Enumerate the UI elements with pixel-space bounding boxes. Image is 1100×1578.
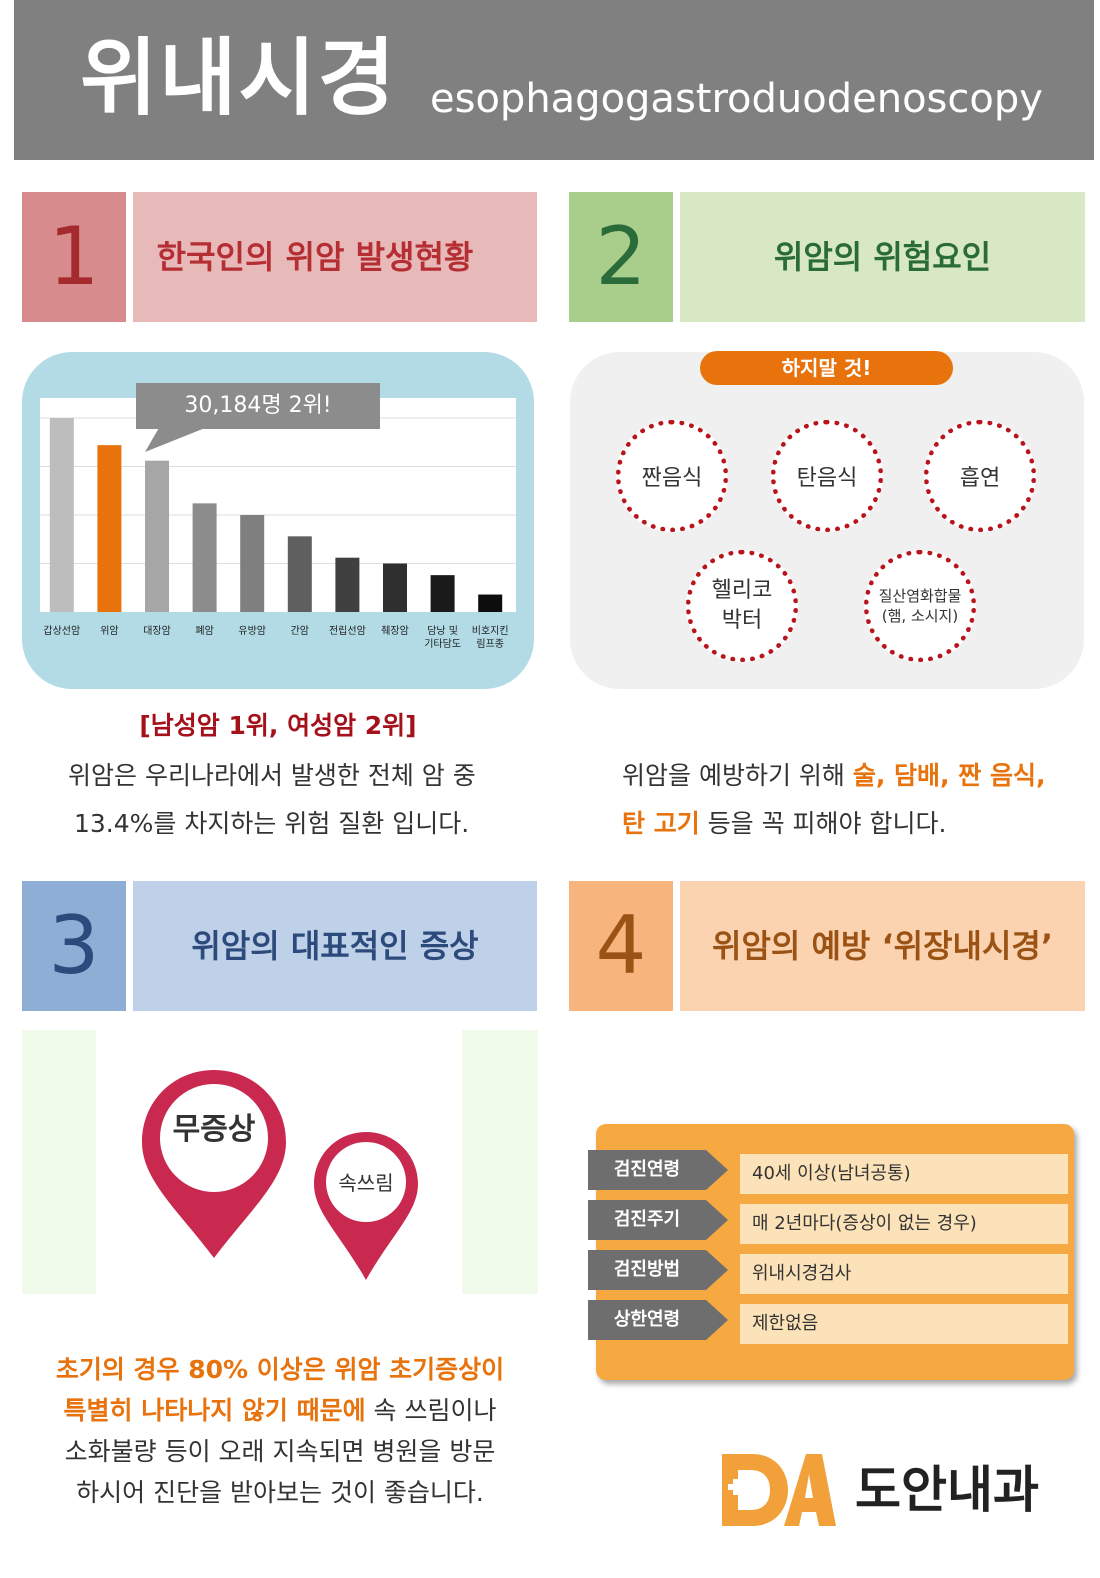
section-2-title: 위암의 위험요인 [680,192,1085,322]
chart-tick-label: 갑상선암 [43,625,80,637]
chart-tick-label: 담낭 및 [427,625,458,637]
section-2-number: 2 [569,192,673,322]
chart-tick-label: 림프종 [476,638,504,650]
section-3-title: 위암의 대표적인 증상 [133,881,537,1011]
chart-annotation-bubble: 30,184명 2위! [136,383,380,429]
avoid-pill: 하지말 것! [700,351,953,385]
chart-tick-label: 기타담도 [424,638,461,650]
chart-tick-label: 대장암 [143,625,171,637]
risk-nitrates: 질산염화합물 (햄, 소시지) [864,550,976,662]
page-title: 위내시경 [80,29,398,127]
chart-bar [383,563,407,612]
bubble-pointer [145,426,210,452]
clinic-name: 도안내과 [855,1461,1039,1519]
page-subtitle: esophagogastroduodenoscopy [430,76,1043,122]
symptom-text-line-3: 소화불량 등이 오래 지속되면 병원을 방문 [64,1437,496,1466]
checkup-value-upper-age: 제한없음 [740,1304,1068,1344]
checkup-arrow [706,1300,728,1340]
chart-tick-label: 간암 [291,625,309,637]
risk-salty-food: 짠음식 [616,420,728,532]
pin-small-hole [326,1142,406,1222]
symptom-text-line-2: 특별히 나타나지 않기 때문에 속 쓰림이나 [63,1396,497,1425]
symptom-bg-left [22,1030,96,1294]
checkup-label-method: 검진방법 [588,1250,706,1290]
section-3-number: 3 [22,881,126,1011]
symptom-text-line-1: 초기의 경우 80% 이상은 위암 초기증상이 [55,1355,505,1384]
chart-bar [49,418,74,612]
section-4-title: 위암의 예방 ‘위장내시경’ [680,881,1085,1011]
checkup-label-interval: 검진주기 [588,1200,706,1240]
checkup-label-upper-age: 상한연령 [588,1300,706,1340]
stat-headline: [남성암 1위, 여성암 2위] [139,711,417,740]
chart-bar [192,503,217,612]
chart-tick-label: 유방암 [238,625,266,637]
clinic-logo-mark [722,1454,836,1526]
pin-large-hole [160,1084,268,1192]
symptom-bg-right [462,1030,538,1294]
risk-smoking: 흡연 [924,420,1036,532]
chart-bar [240,515,265,612]
section-1-number: 1 [22,192,126,322]
checkup-arrow [706,1150,728,1190]
checkup-value-interval: 매 2년마다(증상이 없는 경우) [740,1204,1068,1244]
checkup-label-age: 검진연령 [588,1150,706,1190]
chart-bar [430,575,455,612]
section-4-number: 4 [569,881,673,1011]
checkup-arrow [706,1200,728,1240]
header-banner [14,0,1094,160]
chart-bar [287,536,312,612]
risk-text-line-1: 위암을 예방하기 위해 술, 담배, 짠 음식, [622,761,1046,790]
chart-tick-label: 위암 [100,624,118,637]
chart-tick-label: 전립선암 [329,624,366,637]
chart-bar [97,445,122,612]
section-1-title: 한국인의 위암 발생현황 [133,192,537,322]
symptom-none-label: 무증상 [172,1112,256,1147]
stat-line-2: 13.4%를 차지하는 위험 질환 입니다. [74,809,470,838]
checkup-value-method: 위내시경검사 [740,1254,1068,1294]
chart-tick-label: 폐암 [195,625,213,637]
risk-helicobacter: 헬리코 박터 [686,550,798,662]
symptom-pins [142,1070,418,1280]
checkup-value-age: 40세 이상(남녀공통) [740,1154,1068,1194]
symptom-heartburn-label: 속쓰림 [338,1171,394,1195]
chart-bar [145,460,169,612]
stat-line-1: 위암은 우리나라에서 발생한 전체 암 중 [68,761,476,790]
chart-bar [335,557,360,612]
chart-bar [478,594,503,612]
symptom-text-line-4: 하시어 진단을 받아보는 것이 좋습니다. [76,1478,484,1507]
chart-tick-label: 비호지킨 [472,625,509,637]
checkup-arrow [706,1250,728,1290]
risk-text-line-2: 탄 고기 등을 꼭 피해야 합니다. [622,809,947,838]
chart-tick-label: 췌장암 [381,625,409,637]
risk-burnt-food: 탄음식 [771,420,883,532]
